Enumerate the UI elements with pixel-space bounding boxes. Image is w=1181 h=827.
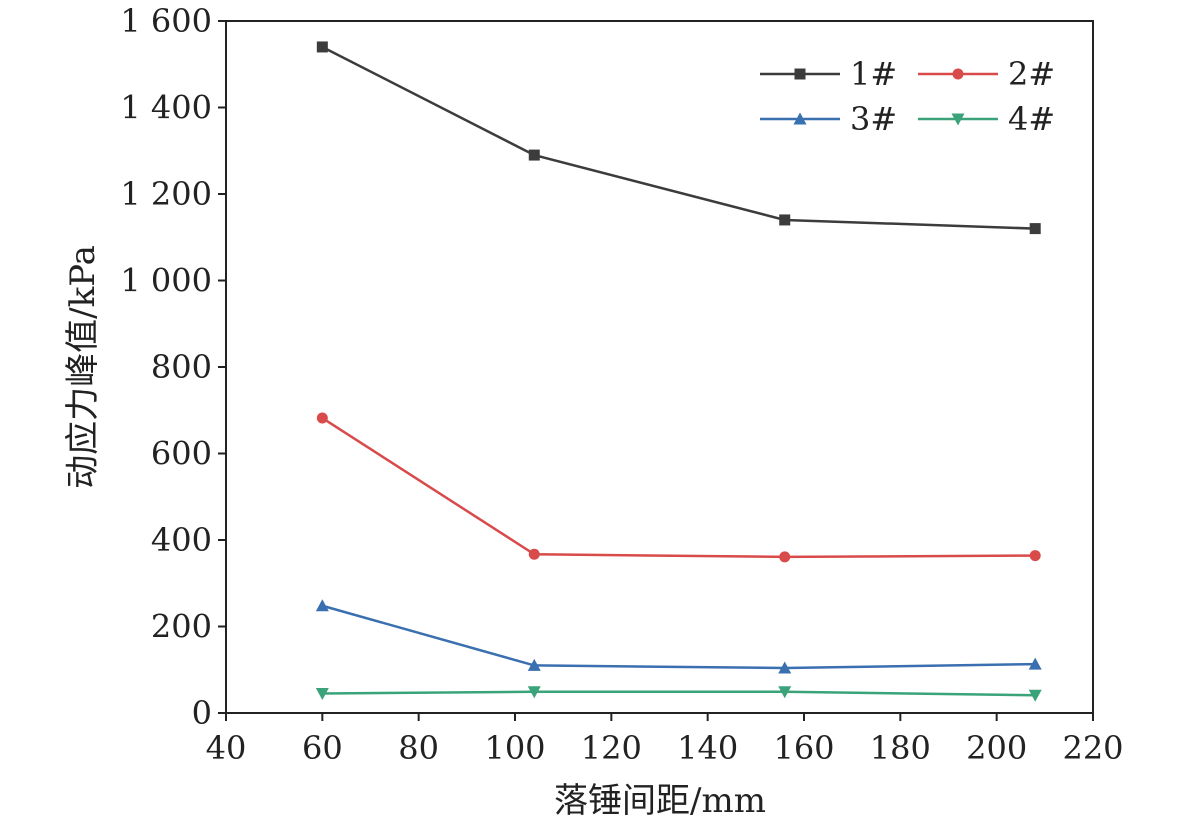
series-4 [315, 686, 1042, 702]
series-layer [315, 41, 1042, 702]
legend-label: 2# [1008, 55, 1055, 93]
x-tick-label: 100 [484, 729, 545, 767]
series-line [321, 604, 1036, 670]
series-3 [315, 599, 1042, 674]
axes: 40 60 80 100 120 140 160 180 200 220 0 200 400 600 800… [120, 2, 1123, 767]
y-tick-label: 1 600 [120, 2, 212, 40]
y-tick-label: 800 [151, 348, 212, 386]
legend-entry-1: 1# [760, 55, 897, 93]
x-tick-label: 220 [1062, 729, 1123, 767]
legend-label: 4# [1008, 100, 1055, 138]
y-tick-label: 200 [151, 608, 212, 646]
legend-entry-3: 3# [760, 100, 897, 138]
x-tick-label: 120 [581, 729, 642, 767]
data-point [528, 548, 540, 560]
x-tick-label: 160 [773, 729, 834, 767]
data-point [1028, 657, 1042, 670]
data-point [1029, 550, 1041, 562]
legend-marker [951, 113, 965, 126]
legend-marker [952, 68, 964, 80]
data-point [778, 661, 792, 674]
x-tick-label: 140 [677, 729, 738, 767]
legend-entry-2: 2# [918, 55, 1055, 93]
x-tick-label: 80 [398, 729, 439, 767]
x-tick-label: 40 [206, 729, 247, 767]
y-axis-title: 动应力峰值/kPa [63, 245, 103, 489]
data-point [779, 214, 791, 226]
data-point [316, 41, 328, 53]
plot-frame [225, 20, 1094, 714]
x-tick-label: 60 [302, 729, 343, 767]
data-point [315, 688, 329, 701]
y-tick-label: 1 000 [120, 262, 212, 300]
data-point [315, 599, 329, 612]
y-tick-label: 400 [151, 521, 212, 559]
legend: 1# 2# 3# 4# [760, 55, 1055, 138]
data-point [527, 658, 541, 671]
data-point [528, 149, 540, 161]
series-2 [316, 412, 1041, 563]
series-line [322, 690, 1036, 697]
series-line [321, 45, 1036, 230]
series-line [321, 416, 1036, 559]
legend-marker [793, 112, 807, 125]
data-point [779, 551, 791, 563]
legend-label: 3# [850, 100, 897, 138]
legend-label: 1# [850, 55, 897, 93]
legend-marker [794, 68, 806, 80]
data-point [316, 412, 328, 424]
y-tick-label: 0 [192, 694, 212, 732]
y-tick-label: 600 [151, 435, 212, 473]
series-1 [316, 41, 1041, 235]
legend-entry-4: 4# [918, 100, 1055, 138]
x-tick-label: 180 [870, 729, 931, 767]
y-tick-label: 1 400 [120, 89, 212, 127]
data-point [1028, 689, 1042, 702]
data-point [527, 686, 541, 699]
data-point [778, 686, 792, 699]
data-point [1029, 223, 1041, 235]
y-tick-label: 1 200 [120, 175, 212, 213]
x-axis-title: 落锤间距/mm [554, 781, 766, 821]
x-tick-label: 200 [966, 729, 1027, 767]
